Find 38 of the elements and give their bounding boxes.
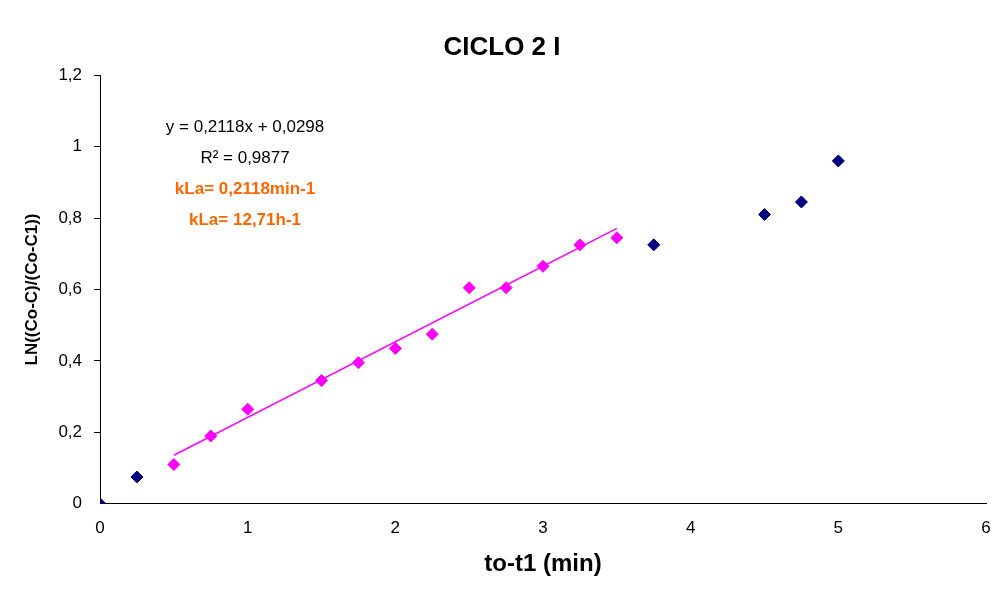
- point: [794, 195, 808, 209]
- y-axis-title: LN((Co-C)/(Co-C1)): [21, 213, 41, 366]
- point: [758, 208, 772, 221]
- y-tick-label: 0,2: [58, 422, 83, 442]
- point: [647, 238, 661, 252]
- point: [536, 259, 550, 273]
- point: [610, 231, 624, 245]
- x-tick-label: 6: [981, 517, 991, 537]
- point: [425, 327, 439, 341]
- annotation: y = 0,2118x + 0,0298: [165, 116, 325, 136]
- annotation: kLa= 0,2118min-1: [174, 178, 316, 198]
- point: [573, 238, 587, 252]
- point: [499, 281, 513, 295]
- point: [351, 356, 365, 370]
- point: [204, 429, 218, 443]
- x-tick-label: 5: [833, 517, 844, 537]
- point: [315, 374, 329, 388]
- y-tick-label: 0,6: [58, 279, 83, 299]
- point: [130, 470, 144, 484]
- point: [462, 281, 476, 295]
- y-tick-label: 0: [72, 493, 83, 513]
- x-tick-label: 2: [390, 517, 401, 537]
- annotation: kLa= 12,71h-1: [189, 209, 302, 229]
- chart-title: CICLO 2 I: [443, 30, 561, 61]
- x-axis-title: to-t1 (min): [484, 549, 602, 577]
- y-tick-label: 1: [72, 136, 83, 156]
- annotation: R² = 0,9877: [200, 147, 290, 167]
- y-tick-label: 1,2: [58, 64, 83, 84]
- point: [388, 341, 402, 355]
- point: [831, 154, 845, 168]
- x-tick-label: 3: [538, 517, 548, 537]
- x-tick-label: 4: [685, 517, 696, 537]
- x-tick-label: 0: [95, 517, 105, 537]
- y-tick-label: 0,8: [58, 207, 83, 227]
- y-tick-label: 0,4: [58, 350, 83, 370]
- x-tick-label: 1: [242, 517, 253, 537]
- point: [241, 402, 255, 416]
- point: [167, 458, 181, 472]
